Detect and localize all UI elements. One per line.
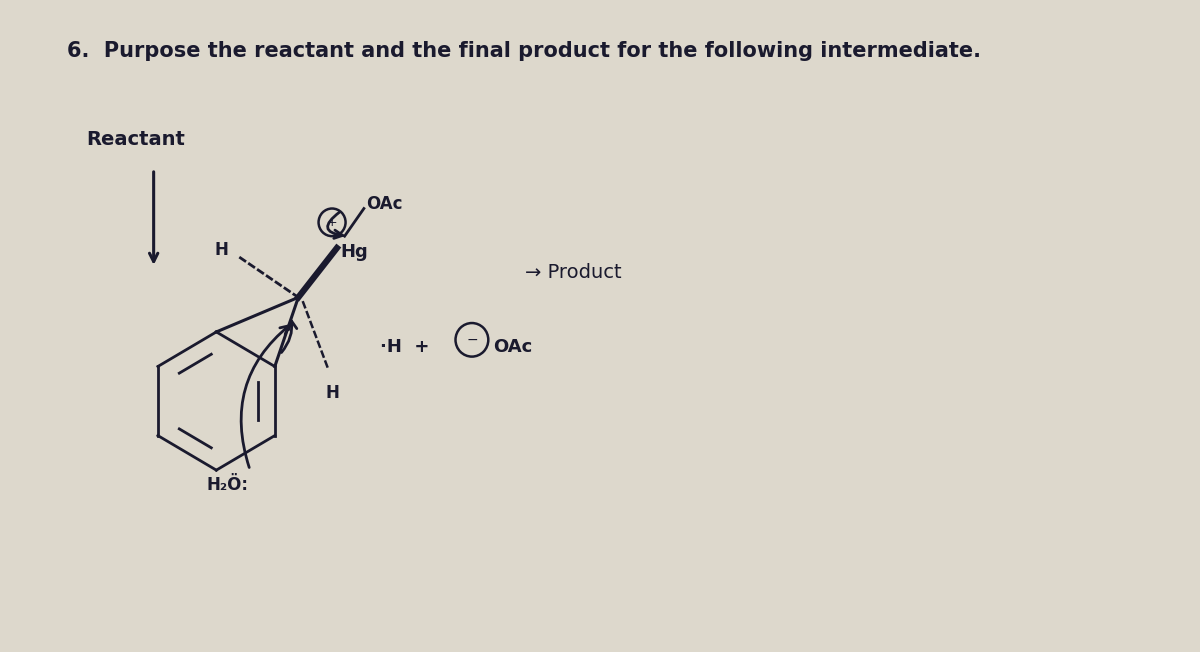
Text: H: H [215, 241, 229, 259]
Text: −: − [466, 333, 478, 347]
Text: OAc: OAc [366, 194, 402, 213]
Text: H₂Ö:: H₂Ö: [206, 476, 248, 494]
Text: Reactant: Reactant [86, 130, 185, 149]
Text: +: + [326, 216, 337, 229]
Text: Hg: Hg [341, 243, 368, 261]
Text: OAc: OAc [493, 338, 533, 356]
Text: → Product: → Product [524, 263, 622, 282]
Text: 6.  Purpose the reactant and the final product for the following intermediate.: 6. Purpose the reactant and the final pr… [67, 40, 980, 61]
Text: ·H  +: ·H + [380, 338, 430, 356]
Text: H: H [325, 384, 340, 402]
